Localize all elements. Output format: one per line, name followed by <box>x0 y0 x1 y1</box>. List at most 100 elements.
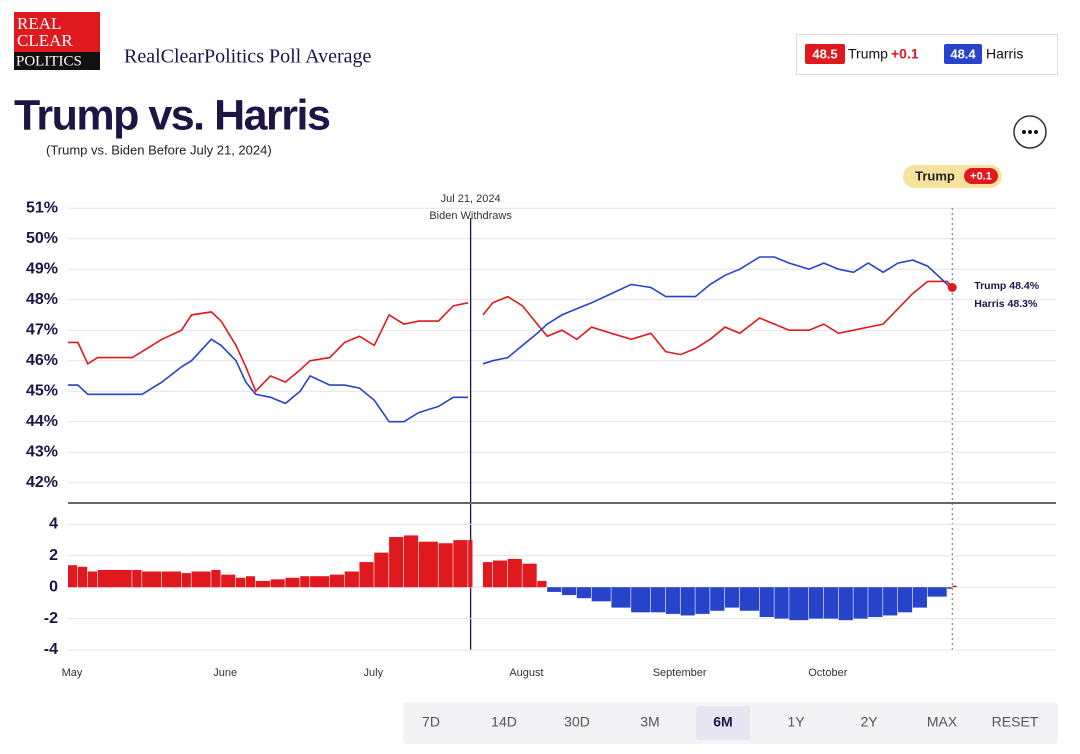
range-button-label[interactable]: 6M <box>713 714 732 730</box>
spread-bar <box>77 566 88 588</box>
end-label: Harris 48.3% <box>974 298 1038 310</box>
spread-bar <box>576 587 592 599</box>
logo-text: CLEAR <box>17 31 73 50</box>
range-button[interactable]: 1Y <box>787 714 805 730</box>
y-tick-label: 46% <box>26 352 58 369</box>
spread-bar <box>285 577 300 588</box>
spread-bar <box>927 587 947 597</box>
charts: 51% 50% 49% 48% 47% 46% 45% 44% 43% 42% Jul 21, 20… <box>26 193 1056 679</box>
spread-bar <box>270 579 285 588</box>
range-button[interactable]: 2Y <box>860 714 878 730</box>
spread-bar <box>482 562 493 588</box>
range-button[interactable]: MAX <box>927 714 958 730</box>
range-button-active[interactable] <box>696 706 750 740</box>
summary-value: 48.4 <box>950 46 976 61</box>
spread-bar <box>838 587 853 621</box>
spread-bar <box>359 562 374 588</box>
x-tick-label: July <box>364 667 384 679</box>
badge-pill <box>964 168 998 184</box>
spread-bar <box>403 535 419 588</box>
x-tick-label: October <box>808 667 847 679</box>
summary-swatch <box>805 44 845 64</box>
spread-bar <box>181 573 191 588</box>
spread-bar <box>68 565 78 588</box>
y-tick-label: 0 <box>49 578 58 595</box>
spread-bar <box>562 587 577 596</box>
menu-button[interactable] <box>1013 115 1047 149</box>
range-button-label[interactable]: 7D <box>422 714 440 730</box>
spread-bar <box>97 569 132 588</box>
range-button[interactable]: 14D <box>491 714 517 730</box>
x-tick-label: May <box>62 667 83 679</box>
end-dot <box>947 283 957 292</box>
y-tick-label: 50% <box>26 230 58 247</box>
range-button-label[interactable]: 1Y <box>787 714 805 730</box>
spread-bar <box>725 587 740 608</box>
badge-name: Trump <box>915 168 955 183</box>
spread-bar <box>389 536 404 588</box>
summary-value: 48.5 <box>812 46 837 61</box>
range-button[interactable]: 7D <box>422 714 440 730</box>
range-buttons: 7D 14D 30D 3M 6M 1Y 2Y MAX RESET <box>422 706 1039 740</box>
y-tick-label: 47% <box>26 321 58 338</box>
spread-bar <box>650 587 666 613</box>
spread-bar <box>789 587 809 621</box>
x-tick-label: September <box>653 667 707 679</box>
logo-black <box>14 52 100 70</box>
range-button-label[interactable]: 3M <box>640 714 659 730</box>
spread-bar <box>507 558 522 588</box>
spread-bar <box>329 574 345 588</box>
spread-bar <box>310 576 330 588</box>
spread-bar <box>142 571 162 588</box>
spread-bar <box>245 576 256 588</box>
range-button[interactable]: 30D <box>564 714 590 730</box>
spread-bar <box>631 587 651 613</box>
spread-bar <box>132 569 142 588</box>
range-button-label[interactable]: MAX <box>927 714 958 730</box>
y-tick-label: 51% <box>26 199 58 216</box>
y-tick-label: 42% <box>26 474 58 491</box>
summary-name: Trump <box>848 46 888 62</box>
spread-bar <box>300 576 310 588</box>
y-tick-label: 4 <box>49 516 58 533</box>
spread-bar <box>680 587 695 616</box>
spread-bar <box>235 577 246 588</box>
spread-bar <box>374 552 389 588</box>
y-tick-label: -2 <box>44 610 58 627</box>
x-tick-label: August <box>509 667 543 679</box>
range-button-label[interactable]: 30D <box>564 714 590 730</box>
spread-bar <box>883 587 898 616</box>
spread-bar <box>759 587 774 618</box>
range-button[interactable]: RESET <box>992 714 1039 730</box>
spread-bar <box>453 540 468 588</box>
y-tick-label: 45% <box>26 382 58 399</box>
y-tick-label: 2 <box>49 547 58 564</box>
spread-bar <box>947 587 952 589</box>
range-button-label[interactable]: 2Y <box>860 714 878 730</box>
spread-bar <box>191 571 211 588</box>
spread-bar <box>823 587 839 619</box>
spread-bar <box>161 571 182 588</box>
y-tick-label: -4 <box>44 641 58 658</box>
spread-bar <box>853 587 868 619</box>
badge-change: +0.1 <box>970 170 992 182</box>
spread-bar <box>418 541 438 588</box>
logo-text: REAL <box>17 14 61 33</box>
summary-swatch <box>944 44 982 64</box>
spread-bar <box>221 574 236 588</box>
y-tick-label: 44% <box>26 413 58 430</box>
end-label: Trump 48.4% <box>974 280 1039 292</box>
summary-name: Harris <box>986 46 1023 62</box>
x-tick-label: June <box>213 667 237 679</box>
range-button[interactable]: 6M <box>696 706 750 740</box>
spread-bar <box>912 587 927 608</box>
range-button-label[interactable]: RESET <box>992 714 1039 730</box>
spread-bar <box>665 587 680 614</box>
range-button[interactable]: 3M <box>640 714 659 730</box>
y-tick-label: 48% <box>26 291 58 308</box>
menu-dot <box>1034 130 1038 134</box>
range-button-label[interactable]: 14D <box>491 714 517 730</box>
spread-bar <box>211 569 221 588</box>
